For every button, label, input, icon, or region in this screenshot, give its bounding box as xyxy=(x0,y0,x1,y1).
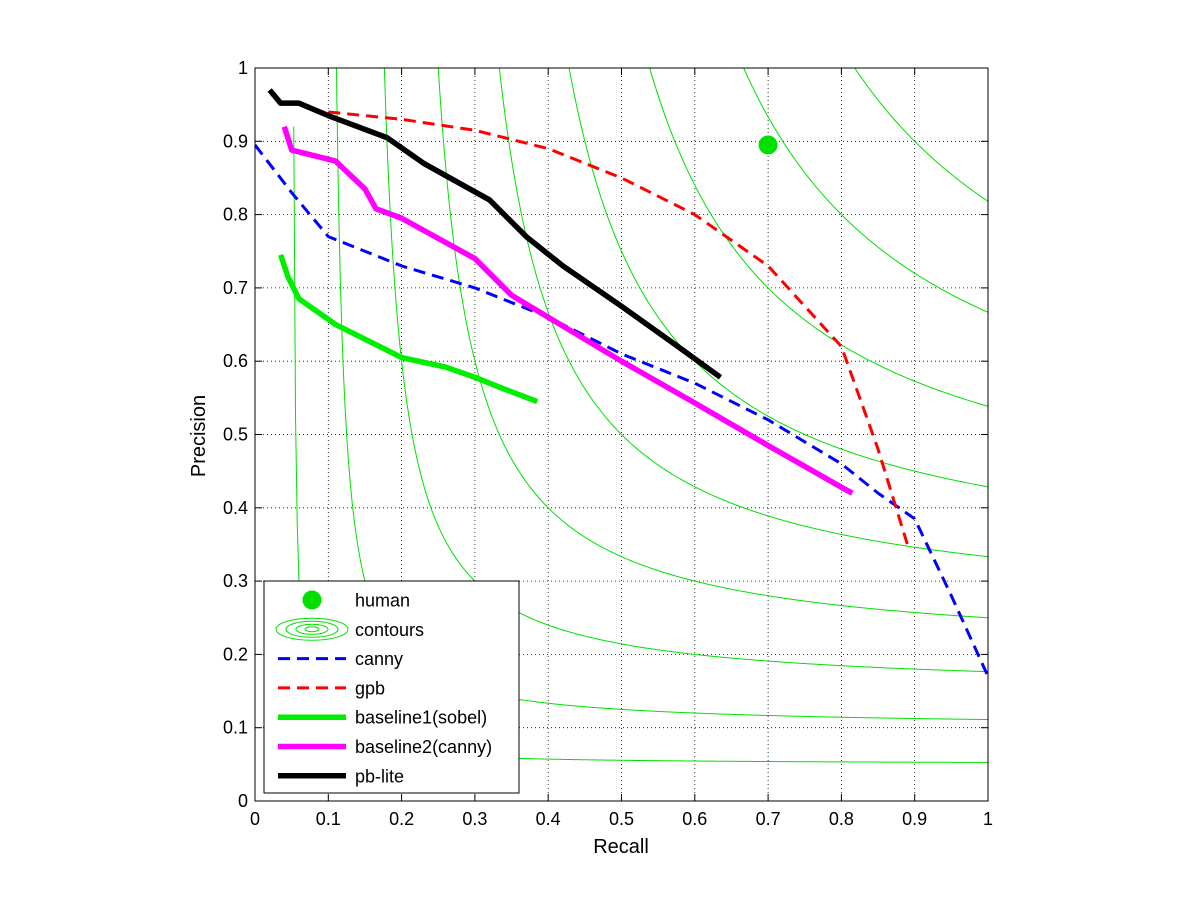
legend-entry: human xyxy=(302,590,410,611)
x-tick-label: 0.5 xyxy=(609,809,634,829)
x-tick-label: 0.8 xyxy=(829,809,854,829)
legend-label: pb-lite xyxy=(355,766,404,786)
y-tick-label: 0.8 xyxy=(223,205,248,225)
y-axis-label: Precision xyxy=(188,395,210,477)
y-tick-label: 0 xyxy=(238,791,248,811)
legend-label: baseline2(canny) xyxy=(355,737,492,757)
legend-human-marker xyxy=(302,590,322,610)
tick-labels: 0 0.1 0.2 0.3 0.4 0.5 0.6 0.7 0.8 0.9 1 0 0.1 0.2 0.3 0… xyxy=(223,58,993,829)
legend-contour-marker xyxy=(295,623,329,635)
series-line-gpb xyxy=(328,110,909,545)
legend-contour-marker xyxy=(285,620,339,638)
legend-entry: baseline1(sobel) xyxy=(278,708,487,728)
series-line-baseline1-sobel- xyxy=(278,254,539,405)
x-axis-label: Recall xyxy=(593,836,649,858)
axis-ticks xyxy=(254,67,989,802)
y-tick-label: 0.4 xyxy=(223,498,248,518)
series-line-baseline2-canny- xyxy=(281,125,854,496)
legend-contour-marker xyxy=(275,617,349,641)
legend: human contours canny gpb baseline1(sobel) bas… xyxy=(263,580,520,794)
series-line-pb-lite xyxy=(267,88,723,380)
human-layer xyxy=(758,135,778,155)
human-point xyxy=(758,135,778,155)
legend-entry: pb-lite xyxy=(278,766,404,786)
legend-label: gpb xyxy=(355,678,385,698)
y-tick-label: 0.5 xyxy=(223,425,248,445)
legend-entry: baseline2(canny) xyxy=(278,737,492,757)
f-contour-line xyxy=(854,68,988,202)
x-tick-label: 0.2 xyxy=(389,809,414,829)
f-contour-line xyxy=(649,68,988,407)
f-contour-line xyxy=(743,68,988,313)
y-tick-label: 1 xyxy=(238,58,248,78)
x-tick-label: 0.4 xyxy=(536,809,561,829)
x-tick-label: 0.9 xyxy=(902,809,927,829)
series-layer xyxy=(255,88,988,678)
y-tick-label: 0.9 xyxy=(223,131,248,151)
legend-entry: gpb xyxy=(278,678,385,698)
y-tick-label: 0.2 xyxy=(223,644,248,664)
legend-label: human xyxy=(355,591,410,611)
x-tick-label: 0 xyxy=(250,809,260,829)
f-contour-line xyxy=(437,68,988,619)
y-tick-label: 0.7 xyxy=(223,278,248,298)
x-tick-label: 0.3 xyxy=(462,809,487,829)
legend-label: baseline1(sobel) xyxy=(355,708,487,728)
y-tick-label: 0.6 xyxy=(223,351,248,371)
x-tick-label: 1 xyxy=(983,809,993,829)
x-tick-label: 0.1 xyxy=(316,809,341,829)
x-tick-label: 0.7 xyxy=(756,809,781,829)
legend-entry: canny xyxy=(278,649,403,669)
f-contour-line xyxy=(568,68,988,488)
f-contour-line xyxy=(498,68,988,558)
y-tick-label: 0.3 xyxy=(223,571,248,591)
legend-label: canny xyxy=(355,649,403,669)
x-tick-label: 0.6 xyxy=(682,809,707,829)
y-tick-label: 0.1 xyxy=(223,718,248,738)
legend-entry: contours xyxy=(275,617,424,641)
legend-contour-marker xyxy=(304,626,320,633)
legend-label: contours xyxy=(355,620,424,640)
